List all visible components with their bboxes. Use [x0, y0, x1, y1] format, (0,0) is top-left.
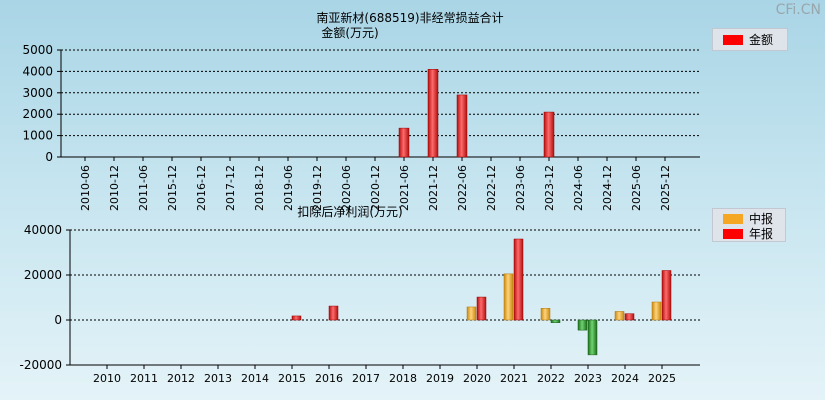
bar-annual: [587, 319, 598, 356]
legend-item-annual: 年报: [713, 226, 785, 241]
legend-label-interim: 中报: [749, 212, 774, 226]
legend-label-annual: 年报: [749, 227, 774, 241]
x-tick-label-bottom: 2021: [500, 372, 528, 385]
x-tick-label-top: 2024-06: [572, 165, 585, 211]
bar-annual: [291, 315, 302, 321]
x-tick-label-top: 2010-06: [79, 165, 92, 211]
x-tick-label-top: 2020-06: [340, 165, 353, 211]
chart-title-top: 南亚新材(688519)非经常损益合计: [316, 10, 503, 25]
x-tick-label-bottom: 2018: [389, 372, 417, 385]
x-tick-label-top: 2016-12: [195, 165, 208, 211]
y-tick-label-top: 2000: [22, 107, 53, 121]
plot-area-top: [61, 50, 700, 157]
legend-item-amount: 金额: [713, 32, 773, 47]
chart-subtitle-top: 金额(万元): [321, 25, 378, 40]
x-tick-label-top: 2017-12: [224, 165, 237, 211]
x-tick-label-top: 2025-12: [659, 165, 672, 211]
chart-title-bottom: 扣除后净利润(万元): [297, 204, 402, 219]
legend-bottom: 中报 年报: [712, 208, 786, 242]
bar-interim: [540, 308, 551, 321]
bar-annual: [513, 238, 524, 321]
bar-interim: [466, 306, 477, 321]
y-tick-label-top: 5000: [22, 43, 53, 57]
x-tick-label-top: 2015-12: [166, 165, 179, 211]
legend-top: 金额: [712, 28, 788, 51]
bar-annual: [550, 319, 561, 323]
bar-annual: [624, 313, 635, 321]
x-tick-label-bottom: 2013: [204, 372, 232, 385]
bar-interim: [651, 301, 662, 321]
legend-swatch-red: [723, 34, 743, 45]
x-tick-label-bottom: 2012: [167, 372, 195, 385]
legend-swatch-orange: [723, 213, 743, 224]
y-tick-label-top: 0: [45, 150, 53, 164]
watermark: CFi.CN: [775, 2, 821, 18]
x-tick-label-top: 2022-06: [456, 165, 469, 211]
x-tick-label-bottom: 2019: [426, 372, 454, 385]
legend-swatch-red-annual: [723, 228, 743, 239]
y-tick-label-top: 3000: [22, 86, 53, 100]
bar-interim: [503, 273, 514, 321]
bar-interim: [614, 311, 625, 321]
y-tick-label-bottom: 0: [54, 313, 62, 327]
x-tick-label-top: 2020-12: [369, 165, 382, 211]
x-tick-label-top: 2025-06: [630, 165, 643, 211]
bar-amount: [398, 127, 410, 158]
bar-amount: [456, 94, 468, 158]
bar-annual: [476, 296, 487, 321]
bar-annual: [661, 270, 672, 321]
x-tick-label-top: 2021-06: [398, 165, 411, 211]
legend-label-amount: 金额: [749, 33, 774, 47]
bar-amount: [427, 69, 439, 158]
x-tick-label-bottom: 2010: [93, 372, 121, 385]
x-tick-label-top: 2011-06: [137, 165, 150, 211]
x-tick-label-top: 2024-12: [601, 165, 614, 211]
bar-annual: [328, 305, 339, 321]
bar-interim: [577, 319, 588, 331]
x-tick-label-top: 2010-12: [108, 165, 121, 211]
y-tick-label-top: 1000: [22, 129, 53, 143]
legend-item-interim: 中报: [713, 211, 785, 226]
x-tick-label-bottom: 2022: [537, 372, 565, 385]
x-tick-label-bottom: 2024: [611, 372, 639, 385]
x-tick-label-bottom: 2015: [278, 372, 306, 385]
bar-amount: [543, 111, 555, 158]
x-tick-label-top: 2022-12: [485, 165, 498, 211]
x-tick-label-top: 2021-12: [427, 165, 440, 211]
x-tick-label-bottom: 2017: [352, 372, 380, 385]
x-tick-label-top: 2018-12: [253, 165, 266, 211]
x-tick-label-top: 2019-06: [282, 165, 295, 211]
x-tick-label-bottom: 2016: [315, 372, 343, 385]
y-tick-label-bottom: 20000: [24, 268, 62, 282]
y-tick-label-top: 4000: [22, 64, 53, 78]
y-tick-label-bottom: -20000: [19, 358, 62, 372]
x-tick-label-bottom: 2023: [574, 372, 602, 385]
x-tick-label-top: 2019-12: [311, 165, 324, 211]
x-tick-label-top: 2023-06: [514, 165, 527, 211]
x-tick-label-bottom: 2011: [130, 372, 158, 385]
x-tick-label-bottom: 2025: [648, 372, 676, 385]
x-tick-label-bottom: 2020: [463, 372, 491, 385]
x-tick-label-bottom: 2014: [241, 372, 269, 385]
y-tick-label-bottom: 40000: [24, 223, 62, 237]
x-tick-label-top: 2023-12: [543, 165, 556, 211]
